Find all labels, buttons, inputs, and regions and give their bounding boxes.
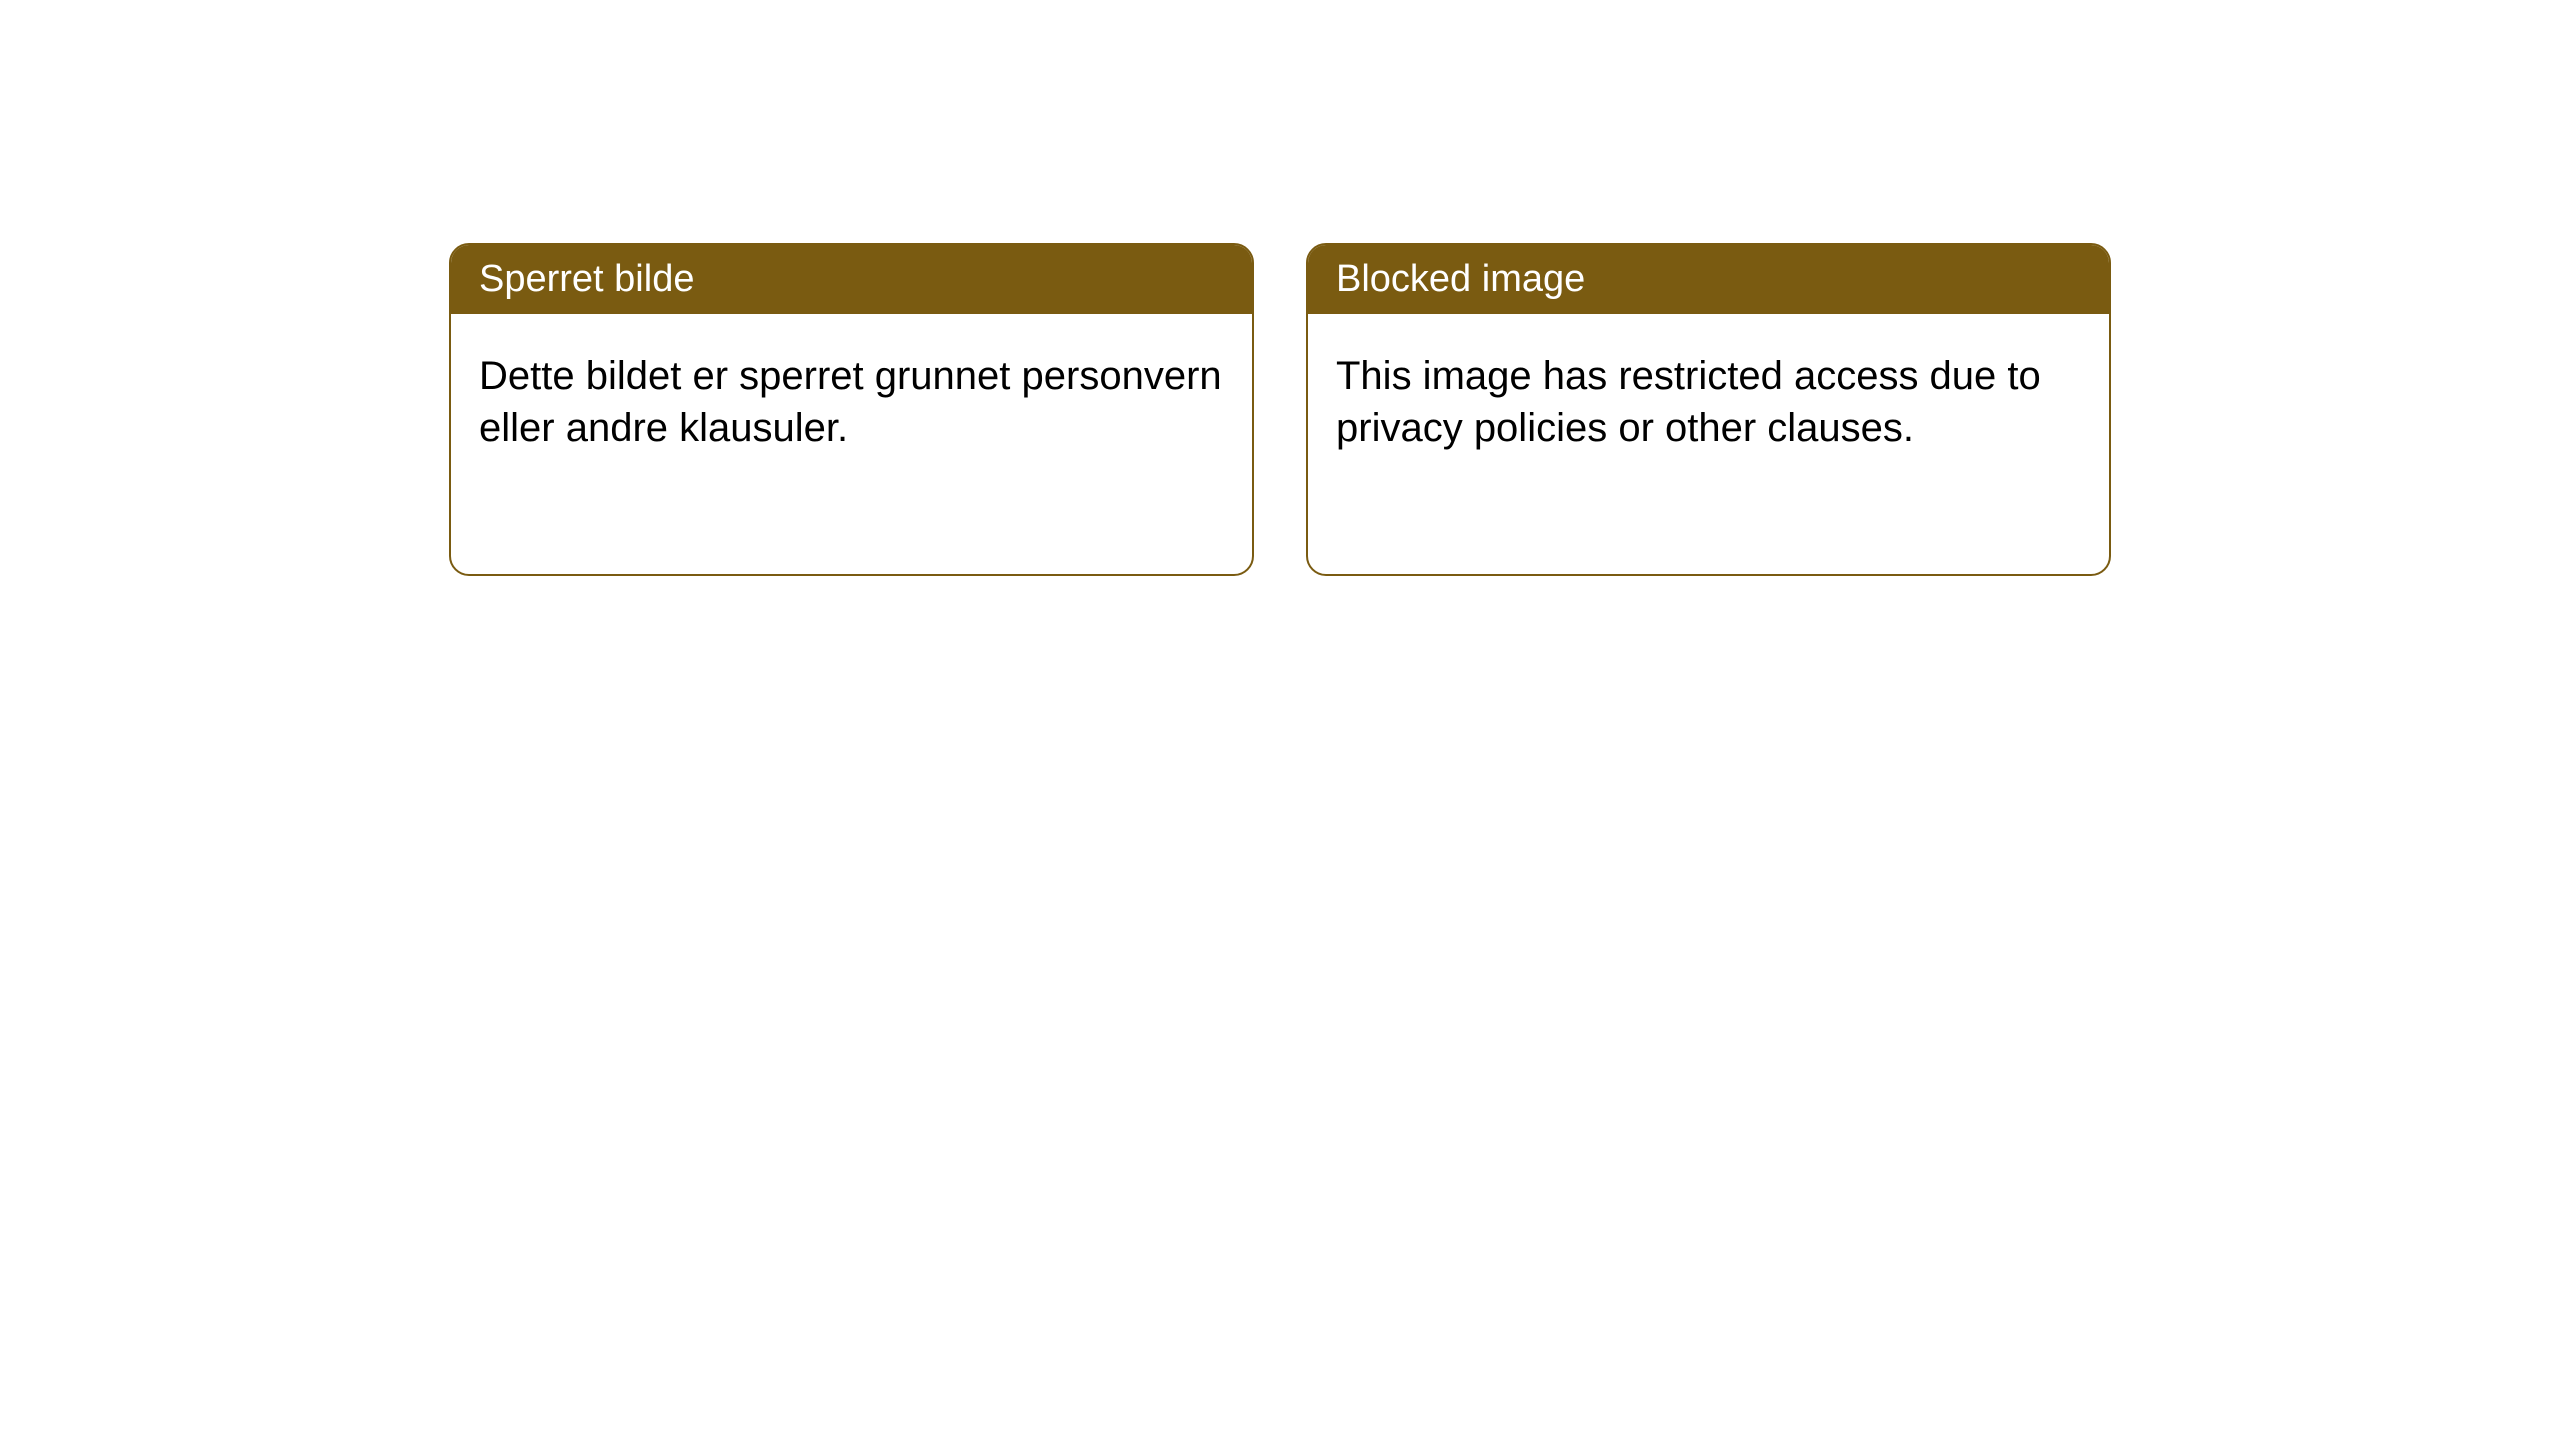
notice-card-english: Blocked image This image has restricted … [1306,243,2111,576]
card-body: This image has restricted access due to … [1308,314,2109,490]
notice-card-norwegian: Sperret bilde Dette bildet er sperret gr… [449,243,1254,576]
card-body: Dette bildet er sperret grunnet personve… [451,314,1252,490]
card-header: Sperret bilde [451,245,1252,314]
notice-cards-container: Sperret bilde Dette bildet er sperret gr… [449,243,2111,576]
card-header: Blocked image [1308,245,2109,314]
